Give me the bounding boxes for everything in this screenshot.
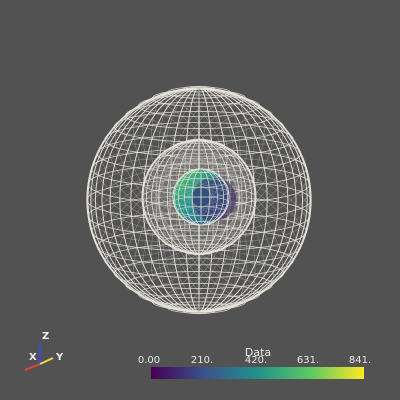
axis-y-line xyxy=(39,357,54,365)
scalar-bar-tick-1: 210. xyxy=(190,355,214,366)
axis-z-label: Z xyxy=(42,331,50,342)
orientation-axes xyxy=(24,343,54,371)
scalar-bar-tick-2: 420. xyxy=(244,355,268,366)
scalar-bar-gradient xyxy=(151,367,364,379)
axis-x-line xyxy=(24,363,41,371)
inner-sphere xyxy=(172,168,230,226)
scalar-bar-tick-0: 0.00 xyxy=(137,355,161,366)
scalar-bar-title: Data xyxy=(244,346,272,359)
scalar-bar-tick-4: 841. xyxy=(348,355,372,366)
scalar-bar-tick-3: 631. xyxy=(296,355,320,366)
axis-x-label: X xyxy=(29,352,37,363)
axis-y-label: Y xyxy=(56,352,64,363)
